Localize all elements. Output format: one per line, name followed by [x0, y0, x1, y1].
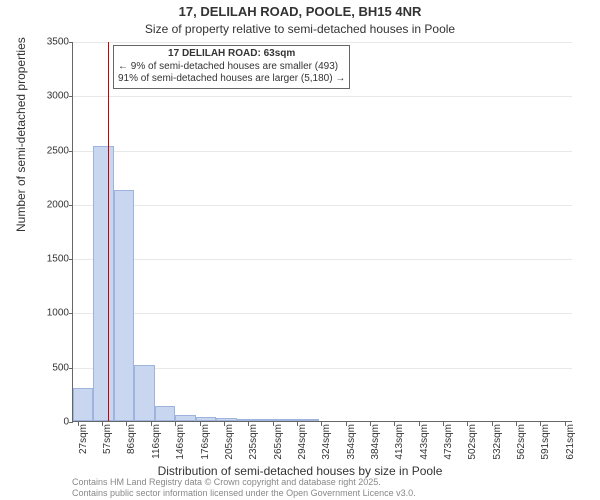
x-tick-label: 354sqm [346, 424, 357, 460]
y-tick-label: 2500 [47, 145, 69, 156]
histogram-bar [73, 388, 93, 421]
x-tick-label: 443sqm [419, 424, 430, 460]
plot-area: 17 DELILAH ROAD: 63sqm ← 9% of semi-deta… [72, 42, 572, 422]
histogram-bar [278, 419, 298, 421]
y-tick-label: 3500 [47, 37, 69, 48]
y-tick-label: 3000 [47, 91, 69, 102]
x-tick-label: 294sqm [297, 424, 308, 460]
chart-container: 17, DELILAH ROAD, POOLE, BH15 4NR Size o… [0, 0, 600, 500]
x-tick-label: 502sqm [467, 424, 478, 460]
annotation-line3: 91% of semi-detached houses are larger (… [118, 73, 345, 86]
y-tick-mark [69, 368, 73, 369]
footer-line2: Contains public sector information licen… [72, 488, 416, 498]
histogram-bar [93, 146, 113, 421]
gridline [73, 96, 572, 97]
x-tick-label: 621sqm [565, 424, 576, 460]
x-tick-label: 384sqm [370, 424, 381, 460]
x-tick-label: 265sqm [273, 424, 284, 460]
x-tick-label: 532sqm [492, 424, 503, 460]
y-tick-label: 500 [52, 362, 69, 373]
x-tick-label: 324sqm [321, 424, 332, 460]
x-tick-label: 562sqm [516, 424, 527, 460]
histogram-bar [257, 419, 277, 421]
x-tick-label: 235sqm [248, 424, 259, 460]
annotation-box: 17 DELILAH ROAD: 63sqm ← 9% of semi-deta… [113, 45, 350, 89]
x-tick-label: 27sqm [78, 424, 89, 454]
gridline [73, 42, 572, 43]
gridline [73, 259, 572, 260]
histogram-bar [134, 365, 154, 421]
annotation-line2: ← 9% of semi-detached houses are smaller… [118, 61, 345, 74]
gridline [73, 151, 572, 152]
x-tick-label: 473sqm [443, 424, 454, 460]
x-tick-label: 205sqm [224, 424, 235, 460]
x-tick-label: 176sqm [200, 424, 211, 460]
y-tick-mark [69, 313, 73, 314]
y-tick-label: 2000 [47, 199, 69, 210]
histogram-bar [114, 190, 134, 421]
y-tick-mark [69, 151, 73, 152]
gridline [73, 205, 572, 206]
histogram-bar [216, 418, 236, 421]
y-tick-mark [69, 42, 73, 43]
x-tick-label: 413sqm [394, 424, 405, 460]
y-axis-ticks: 0500100015002000250030003500 [0, 42, 72, 422]
gridline [73, 313, 572, 314]
y-tick-label: 1500 [47, 254, 69, 265]
x-tick-label: 86sqm [126, 424, 137, 454]
y-tick-mark [69, 259, 73, 260]
footer-line1: Contains HM Land Registry data © Crown c… [72, 477, 416, 487]
annotation-line1: 17 DELILAH ROAD: 63sqm [118, 48, 345, 61]
chart-title-main: 17, DELILAH ROAD, POOLE, BH15 4NR [0, 4, 600, 19]
reference-line [108, 42, 109, 421]
footer-attribution: Contains HM Land Registry data © Crown c… [72, 477, 416, 498]
x-tick-label: 116sqm [151, 424, 162, 459]
y-tick-label: 1000 [47, 308, 69, 319]
y-tick-mark [69, 205, 73, 206]
y-tick-mark [69, 96, 73, 97]
histogram-bar [175, 415, 195, 422]
x-axis-label: Distribution of semi-detached houses by … [0, 464, 600, 478]
histogram-bar [155, 406, 175, 421]
chart-title-sub: Size of property relative to semi-detach… [0, 22, 600, 36]
x-tick-label: 57sqm [102, 424, 113, 454]
histogram-bar [298, 419, 318, 421]
x-tick-label: 146sqm [175, 424, 186, 460]
x-tick-label: 591sqm [540, 424, 551, 460]
histogram-bar [237, 419, 257, 421]
histogram-bar [196, 417, 216, 421]
